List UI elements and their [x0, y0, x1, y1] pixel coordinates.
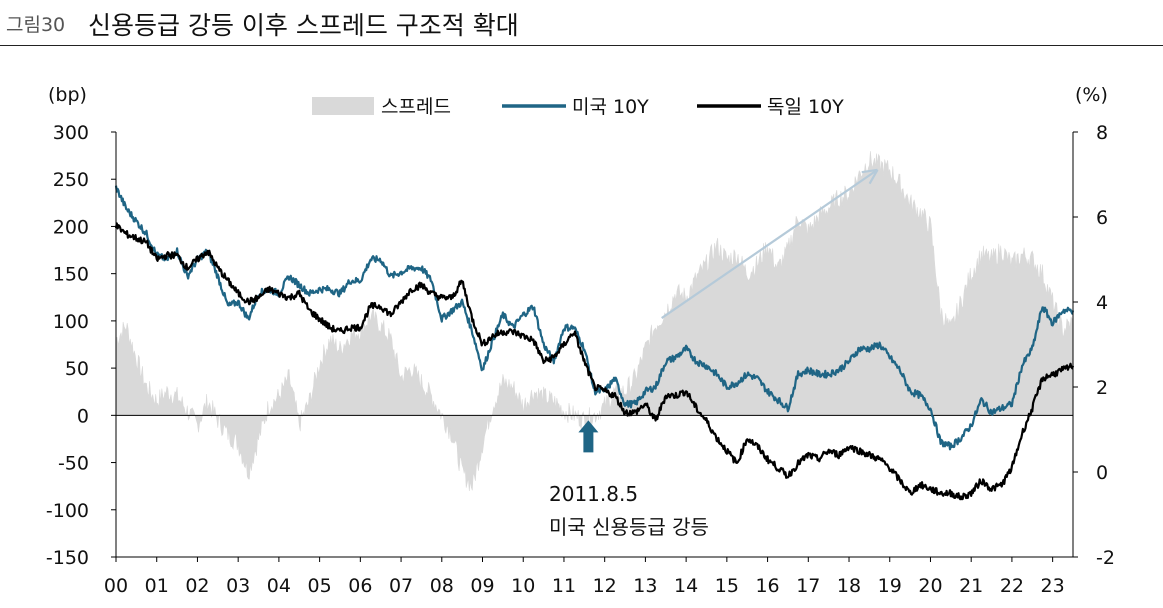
figure-label: 그림30 — [6, 14, 66, 36]
x-tick-label: 20 — [918, 575, 942, 597]
x-tick-label: 15 — [715, 575, 739, 597]
x-tick-label: 01 — [145, 575, 169, 597]
legend: 스프레드 미국 10Y 독일 10Y — [312, 96, 844, 118]
x-tick-label: 17 — [796, 575, 820, 597]
x-tick-label: 19 — [878, 575, 902, 597]
x-tick-label: 23 — [1041, 575, 1065, 597]
x-tick-label: 21 — [959, 575, 983, 597]
chart-title: 신용등급 강등 이후 스프레드 구조적 확대 — [88, 11, 519, 40]
x-tick-label: 04 — [267, 575, 291, 597]
x-tick-label: 16 — [755, 575, 779, 597]
spread-area-group — [115, 151, 1074, 492]
x-tick-label: 09 — [470, 575, 494, 597]
left-tick-label: 0 — [77, 405, 89, 427]
right-tick-label: 4 — [1096, 292, 1108, 314]
downgrade-up-arrow — [578, 420, 599, 453]
x-tick-label: 12 — [593, 575, 617, 597]
annotations-group: 2011.8.5 미국 신용등급 강등 — [549, 168, 879, 539]
x-tick-label: 05 — [308, 575, 332, 597]
series-lines-group — [114, 185, 1075, 501]
series-de10y-line — [114, 222, 1075, 501]
left-tick-label: -50 — [58, 453, 89, 475]
annotation-label: 미국 신용등급 강등 — [549, 515, 709, 539]
x-tick-label: 14 — [674, 575, 698, 597]
right-tick-label: 2 — [1096, 377, 1108, 399]
left-tick-label: 300 — [53, 122, 89, 144]
header-rule — [0, 45, 1163, 46]
legend-label-us10y: 미국 10Y — [572, 96, 649, 118]
x-tick-label: 00 — [104, 575, 128, 597]
left-tick-label: 200 — [53, 216, 89, 238]
left-tick-label: 150 — [53, 264, 89, 286]
trend-arrow-line — [661, 168, 879, 319]
series-spread-area — [115, 151, 1074, 492]
x-tick-label: 07 — [389, 575, 413, 597]
left-tick-label: -100 — [46, 500, 89, 522]
figure-header: 그림30 신용등급 강등 이후 스프레드 구조적 확대 — [0, 0, 1163, 48]
x-tick-label: 06 — [348, 575, 372, 597]
left-tick-label: -150 — [46, 547, 89, 569]
left-tick-label: 100 — [53, 311, 89, 333]
legend-label-de10y: 독일 10Y — [767, 96, 844, 118]
legend-swatch-spread — [312, 97, 374, 115]
right-tick-label: 6 — [1096, 207, 1108, 229]
left-tick-label: 250 — [53, 169, 89, 191]
x-tick-label: 02 — [185, 575, 209, 597]
right-tick-label: 0 — [1096, 462, 1108, 484]
x-tick-label: 11 — [552, 575, 576, 597]
x-tick-label: 18 — [837, 575, 861, 597]
x-tick-label: 22 — [1000, 575, 1024, 597]
trend-arrow-head — [861, 168, 879, 185]
right-axis-unit: (%) — [1075, 84, 1108, 106]
legend-label-spread: 스프레드 — [381, 96, 451, 118]
left-tick-label: 50 — [65, 358, 89, 380]
x-tick-label: 10 — [511, 575, 535, 597]
annotation-date: 2011.8.5 — [549, 482, 638, 506]
left-axis-unit: (bp) — [48, 84, 87, 106]
x-tick-label: 13 — [633, 575, 657, 597]
x-tick-label: 03 — [226, 575, 250, 597]
right-tick-label: -2 — [1096, 547, 1115, 569]
x-tick-label: 08 — [430, 575, 454, 597]
right-tick-label: 8 — [1096, 122, 1108, 144]
